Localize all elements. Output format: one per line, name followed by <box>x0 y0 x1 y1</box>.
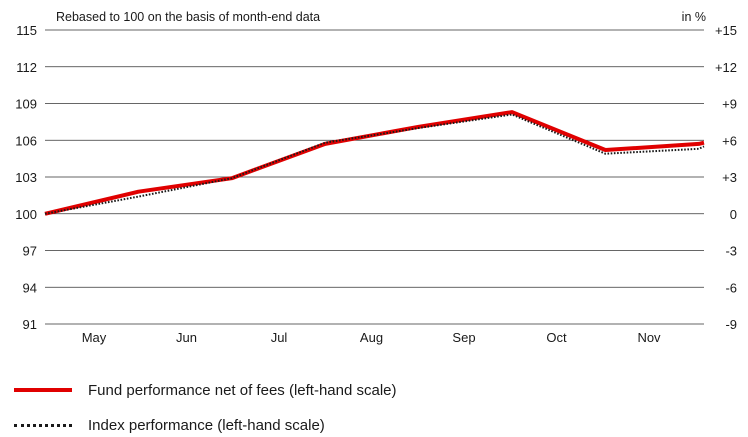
legend-item-index: Index performance (left-hand scale) <box>14 413 734 437</box>
chart-subtitle: Rebased to 100 on the basis of month-end… <box>56 10 320 24</box>
right-tick-label: +9 <box>722 97 737 112</box>
x-tick-label: May <box>82 330 107 345</box>
left-tick-label: 97 <box>23 244 37 259</box>
left-tick-label: 112 <box>16 60 37 75</box>
fund-performance-line <box>44 110 705 216</box>
right-tick-label: +3 <box>722 170 737 185</box>
left-tick-label: 115 <box>16 23 37 38</box>
x-tick-label: Oct <box>546 330 567 345</box>
right-tick-label: +6 <box>722 133 737 148</box>
right-tick-label: +15 <box>715 23 737 38</box>
legend-item-fund: Fund performance net of fees (left-hand … <box>14 378 734 402</box>
right-axis-unit: in % <box>682 10 706 24</box>
right-tick-label: +12 <box>715 60 737 75</box>
gridlines <box>45 29 704 325</box>
left-tick-label: 91 <box>23 317 37 332</box>
legend-swatch-fund <box>14 388 72 392</box>
x-tick-label: Sep <box>452 330 475 345</box>
index-performance-line <box>44 113 705 215</box>
x-tick-label: Nov <box>637 330 661 345</box>
right-tick-label: -3 <box>725 244 737 259</box>
x-axis-ticks: May Jun Jul Aug Sep Oct Nov <box>82 330 661 345</box>
legend-label-fund: Fund performance net of fees (left-hand … <box>88 381 397 399</box>
left-tick-label: 100 <box>15 207 37 222</box>
right-axis-ticks: +15 +12 +9 +6 +3 0 -3 -6 -9 <box>715 23 737 332</box>
series-lines <box>44 110 705 216</box>
left-tick-label: 103 <box>15 170 37 185</box>
line-chart: Rebased to 100 on the basis of month-end… <box>15 10 737 345</box>
left-tick-label: 109 <box>15 97 37 112</box>
legend-label-index: Index performance (left-hand scale) <box>88 416 325 434</box>
x-tick-label: Jun <box>176 330 197 345</box>
legend-swatch-index <box>14 423 72 427</box>
x-tick-label: Aug <box>360 330 383 345</box>
left-axis-ticks: 115 112 109 106 103 100 97 94 91 <box>15 23 37 332</box>
right-tick-label: -6 <box>725 280 737 295</box>
right-tick-label: 0 <box>730 207 737 222</box>
right-tick-label: -9 <box>725 317 737 332</box>
left-tick-label: 94 <box>23 280 37 295</box>
x-tick-label: Jul <box>271 330 288 345</box>
left-tick-label: 106 <box>15 133 37 148</box>
